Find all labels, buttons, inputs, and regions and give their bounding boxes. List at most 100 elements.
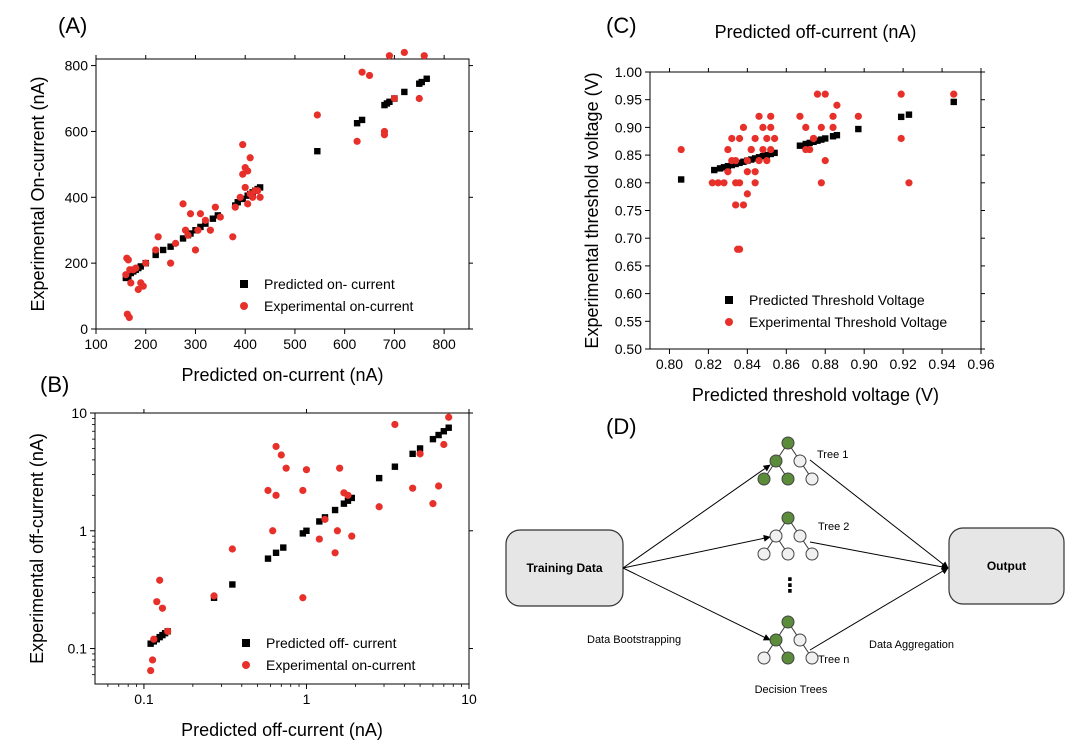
experimental-point-c xyxy=(743,190,751,198)
experimental-point-b xyxy=(445,413,453,421)
predicted-point-b xyxy=(375,474,383,482)
experimental-point-c xyxy=(732,157,740,165)
plot-frame-a xyxy=(95,58,470,330)
x-tick-label-a: 200 xyxy=(134,336,158,352)
experimental-point-b xyxy=(210,592,218,600)
experimental-point-c xyxy=(950,90,958,98)
legend-experimental-label-b: Experimental on-current xyxy=(266,657,416,673)
experimental-point-a xyxy=(122,271,130,279)
experimental-point-a xyxy=(184,231,192,239)
experimental-point-b xyxy=(409,484,417,492)
experimental-point-b xyxy=(153,598,161,606)
predicted-point-a xyxy=(167,243,174,250)
experimental-point-b xyxy=(228,545,236,553)
predicted-point-c xyxy=(767,150,774,158)
experimental-point-c xyxy=(833,101,841,109)
predicted-point-c xyxy=(759,153,767,160)
experimental-point-c xyxy=(739,201,748,209)
tree-node xyxy=(769,633,783,647)
predicted-point-a xyxy=(197,223,204,231)
predicted-point-c xyxy=(728,161,735,169)
predicted-point-a xyxy=(423,75,430,82)
tree-node xyxy=(781,651,795,665)
x-tick-label-c: 0.84 xyxy=(734,356,761,372)
x-tick-label-c: 0.88 xyxy=(812,356,839,372)
experimental-point-c xyxy=(897,90,905,98)
y-tick-label-c: 0.95 xyxy=(615,92,642,108)
experimental-point-c xyxy=(747,145,755,154)
legend-predicted-marker-a xyxy=(240,280,248,288)
experimental-point-a xyxy=(142,259,150,267)
experimental-point-c xyxy=(714,179,722,187)
predicted-point-a xyxy=(386,98,393,106)
experimental-point-b xyxy=(375,503,383,511)
x-tick-label-b: 10 xyxy=(461,691,477,707)
predicted-point-b xyxy=(391,463,399,470)
experimental-point-b xyxy=(147,666,155,675)
predicted-point-b xyxy=(344,497,352,504)
y-tick-label-c: 0.80 xyxy=(615,175,642,191)
experimental-point-c xyxy=(767,112,775,120)
legend-experimental-marker-a xyxy=(240,302,248,310)
legend-predicted-marker-c xyxy=(725,296,733,304)
experimental-point-a xyxy=(353,137,361,145)
chart-c: 0.80 0.82 0.84 0.86 0.88 0.90 0.92 0.94 0.96 0.50… xyxy=(582,22,995,405)
tree-node xyxy=(793,633,807,647)
tree-node xyxy=(793,529,807,543)
experimental-point-a xyxy=(211,203,219,211)
experimental-point-c xyxy=(796,112,804,120)
predicted-point-c xyxy=(818,136,825,143)
panel-label-a: (A) xyxy=(58,13,87,38)
experimental-point-a xyxy=(244,200,252,208)
predicted-point-b xyxy=(416,445,424,452)
experimental-point-b xyxy=(277,451,285,459)
experimental-point-c xyxy=(905,179,913,187)
decision-trees xyxy=(757,436,819,665)
tree-node xyxy=(793,454,807,468)
predicted-point-c xyxy=(802,140,809,148)
y-axis-label-c: Experimental threshold voltage (V) xyxy=(582,72,602,348)
experimental-point-a xyxy=(380,131,389,139)
trees-ellipsis: ⋮ xyxy=(780,575,800,597)
arrow-to-tree-2 xyxy=(622,534,771,569)
experimental-point-b xyxy=(299,486,307,495)
experimental-point-b xyxy=(164,627,172,635)
predicted-point-a xyxy=(137,263,144,270)
legend-predicted-label-b: Predicted off- current xyxy=(266,635,397,651)
predicted-point-b xyxy=(340,500,348,507)
predicted-point-b xyxy=(299,530,307,537)
y-tick-label-c: 0.55 xyxy=(615,313,642,329)
experimental-point-c xyxy=(767,145,775,154)
experimental-point-a xyxy=(186,210,195,218)
experimental-point-c xyxy=(751,134,759,143)
tree-1-label: Tree 1 xyxy=(817,449,848,461)
predicted-point-c xyxy=(740,158,747,165)
experimental-point-b xyxy=(333,527,341,535)
experimental-point-b xyxy=(321,515,329,523)
predicted-point-a xyxy=(418,78,425,86)
experimental-point-a xyxy=(246,154,254,162)
predicted-point-c xyxy=(716,165,724,172)
tree-node xyxy=(769,529,783,543)
predicted-point-c xyxy=(724,162,732,170)
x-tick-label-a: 300 xyxy=(184,336,208,352)
tree-node xyxy=(757,651,771,665)
experimental-point-a xyxy=(171,239,180,247)
predicted-point-b xyxy=(440,428,448,435)
experimental-point-c xyxy=(817,123,825,131)
experimental-point-b xyxy=(391,420,399,429)
predicted-point-b xyxy=(445,424,452,431)
experimental-point-c xyxy=(829,123,837,131)
y-tick-label-c: 0.60 xyxy=(615,286,642,302)
experimental-point-a xyxy=(420,52,428,60)
experimental-point-b xyxy=(148,656,157,664)
x-tick-label-c: 0.96 xyxy=(967,356,994,372)
x-tick-label-b: 0.1 xyxy=(134,691,154,707)
experimental-point-c xyxy=(755,112,763,120)
predicted-point-a xyxy=(256,184,264,191)
experimental-point-c xyxy=(735,134,744,143)
predicted-point-c xyxy=(711,166,718,174)
experimental-point-c xyxy=(755,157,763,165)
predicted-point-c xyxy=(748,156,755,163)
